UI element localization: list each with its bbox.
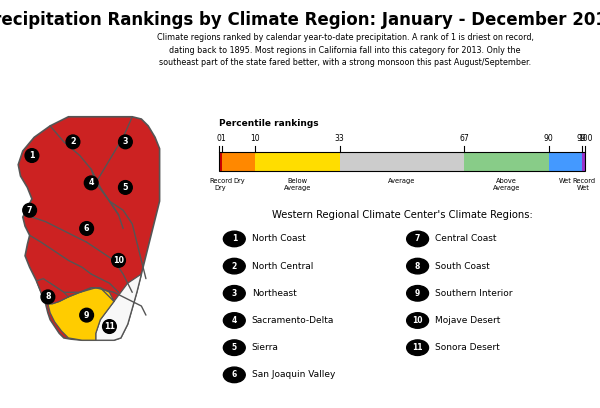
Text: 10: 10 <box>412 316 423 325</box>
Text: Dry: Dry <box>233 178 245 184</box>
Text: North Coast: North Coast <box>252 235 305 244</box>
Circle shape <box>407 231 428 247</box>
Text: Mojave Desert: Mojave Desert <box>435 316 500 325</box>
Circle shape <box>223 286 245 301</box>
Polygon shape <box>37 279 68 304</box>
Text: 5: 5 <box>232 343 237 352</box>
Text: 100: 100 <box>578 134 593 143</box>
Circle shape <box>119 135 132 149</box>
Circle shape <box>407 286 428 301</box>
Polygon shape <box>48 288 114 340</box>
Text: Wet: Wet <box>559 178 572 184</box>
Text: 3: 3 <box>122 137 128 146</box>
Circle shape <box>407 340 428 355</box>
Text: 6: 6 <box>232 370 237 379</box>
Text: 0: 0 <box>216 134 221 143</box>
Bar <box>464 151 548 171</box>
Circle shape <box>407 258 428 274</box>
Bar <box>340 151 464 171</box>
Text: Northeast: Northeast <box>252 289 296 298</box>
Circle shape <box>223 367 245 383</box>
Text: 1: 1 <box>220 134 225 143</box>
Text: 2: 2 <box>70 137 76 146</box>
Text: 10: 10 <box>113 256 124 265</box>
Circle shape <box>223 258 245 274</box>
Text: Sonora Desert: Sonora Desert <box>435 343 500 352</box>
Bar <box>218 151 223 171</box>
Circle shape <box>223 313 245 328</box>
Text: 8: 8 <box>415 262 420 271</box>
Text: 99: 99 <box>577 134 587 143</box>
Circle shape <box>112 253 125 267</box>
Text: Central Coast: Central Coast <box>435 235 497 244</box>
Text: 2: 2 <box>232 262 237 271</box>
Circle shape <box>85 176 98 190</box>
Bar <box>548 151 581 171</box>
Text: 9: 9 <box>415 289 420 298</box>
Text: 6: 6 <box>84 224 89 233</box>
Bar <box>256 151 340 171</box>
Text: 3: 3 <box>232 289 237 298</box>
Text: Southern Interior: Southern Interior <box>435 289 512 298</box>
Text: Western Regional Climate Center's Climate Regions:: Western Regional Climate Center's Climat… <box>272 209 532 220</box>
Circle shape <box>66 135 80 149</box>
Text: 10: 10 <box>251 134 260 143</box>
Bar <box>581 151 586 171</box>
Circle shape <box>23 204 37 217</box>
Text: 1: 1 <box>232 235 237 244</box>
Circle shape <box>103 320 116 333</box>
Text: Percentile rankings: Percentile rankings <box>218 119 319 128</box>
Text: 9: 9 <box>84 310 89 319</box>
Text: San Joaquin Valley: San Joaquin Valley <box>252 370 335 379</box>
Text: 11: 11 <box>412 343 423 352</box>
Polygon shape <box>96 274 142 340</box>
Text: South Coast: South Coast <box>435 262 490 271</box>
Circle shape <box>223 231 245 247</box>
Text: Below
Average: Below Average <box>284 178 311 191</box>
Circle shape <box>25 149 39 162</box>
Text: 7: 7 <box>27 206 32 215</box>
Bar <box>223 151 256 171</box>
Circle shape <box>119 181 132 194</box>
Circle shape <box>80 222 94 235</box>
Polygon shape <box>18 117 160 340</box>
Text: 67: 67 <box>460 134 469 143</box>
Text: Above
Average: Above Average <box>493 178 520 191</box>
Text: Average: Average <box>388 178 416 184</box>
Text: North Central: North Central <box>252 262 313 271</box>
Text: Record
Wet: Record Wet <box>572 178 595 191</box>
Text: Sierra: Sierra <box>252 343 279 352</box>
Text: 33: 33 <box>335 134 344 143</box>
Text: Precipitation Rankings by Climate Region: January - December 2013: Precipitation Rankings by Climate Region… <box>0 11 600 29</box>
Text: 90: 90 <box>544 134 554 143</box>
Text: 7: 7 <box>415 235 420 244</box>
Circle shape <box>407 313 428 328</box>
Text: 5: 5 <box>122 183 128 192</box>
Bar <box>218 151 586 171</box>
Text: 4: 4 <box>232 316 237 325</box>
Circle shape <box>80 308 94 322</box>
Circle shape <box>223 340 245 355</box>
Text: 1: 1 <box>29 151 35 160</box>
Text: 11: 11 <box>104 322 115 331</box>
Text: Sacramento-Delta: Sacramento-Delta <box>252 316 334 325</box>
Text: 8: 8 <box>45 293 50 302</box>
Text: Record
Dry: Record Dry <box>209 178 232 191</box>
Text: Climate regions ranked by calendar year-to-date precipitation. A rank of 1 is dr: Climate regions ranked by calendar year-… <box>157 33 533 67</box>
Text: 4: 4 <box>88 178 94 187</box>
Circle shape <box>41 290 55 304</box>
